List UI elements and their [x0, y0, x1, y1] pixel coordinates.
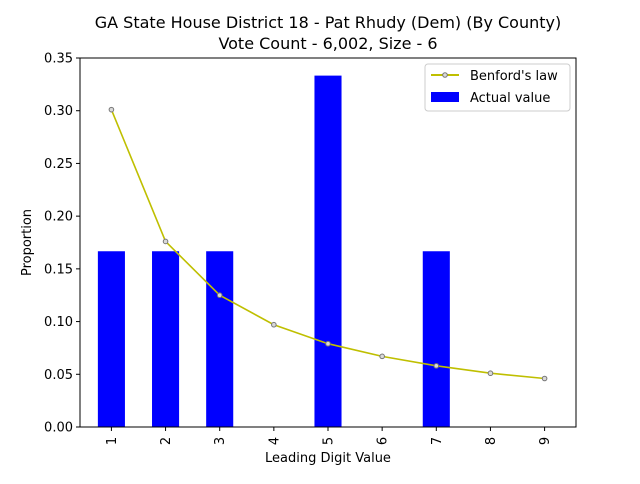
legend: Benford's law Actual value — [424, 63, 571, 112]
legend-actual-swatch — [431, 92, 459, 102]
benford-point-5 — [325, 340, 331, 347]
y-tick-label: 0.20 — [44, 210, 73, 225]
benford-point-1 — [108, 106, 115, 113]
x-tick-label: 5 — [322, 437, 337, 445]
y-tick-label: 0.15 — [44, 262, 73, 277]
benford-point-3 — [216, 292, 223, 299]
y-tick-label: 0.10 — [44, 315, 73, 330]
benford-line-layer — [108, 106, 548, 382]
benford-point-7 — [433, 363, 440, 369]
y-tick-label: 0.35 — [44, 52, 73, 67]
y-tick-label: 0.25 — [44, 157, 73, 172]
bar-digit-2 — [152, 251, 180, 427]
benford-point-9 — [541, 375, 548, 382]
x-tick-label: 2 — [159, 437, 174, 445]
bar-digit-7 — [422, 251, 450, 427]
x-tick-label: 3 — [213, 437, 228, 445]
legend-benford-marker — [442, 72, 448, 78]
x-tick-label: 6 — [376, 437, 391, 445]
legend-benford-label: Benford's law — [470, 69, 558, 84]
x-tick-label: 1 — [105, 437, 120, 445]
y-tick-label: 0.05 — [44, 368, 73, 383]
x-tick-label: 7 — [430, 437, 445, 445]
legend-box — [424, 63, 571, 112]
y-tick-label: 0.30 — [44, 104, 73, 119]
bar-digit-3 — [206, 251, 234, 427]
x-tick-label: 4 — [267, 437, 282, 445]
y-axis-ticks: 0.00 0.05 0.10 0.15 0.20 0.25 0.30 0.35 — [44, 52, 80, 436]
legend-actual-label: Actual value — [470, 91, 550, 106]
benford-point-2 — [162, 238, 169, 245]
benford-point-8 — [487, 370, 494, 377]
bar-digit-1 — [97, 251, 125, 427]
y-axis-label: Proportion — [20, 209, 35, 276]
chart-title: GA State House District 18 - Pat Rhudy (… — [95, 13, 561, 32]
chart-subtitle: Vote Count - 6,002, Size - 6 — [218, 34, 437, 53]
bar-digit-5 — [314, 75, 342, 428]
y-tick-label: 0.00 — [44, 421, 73, 436]
x-axis-ticks: 1 2 3 4 5 6 7 8 9 — [105, 427, 553, 445]
benford-point-6 — [379, 353, 385, 360]
x-axis-label: Leading Digit Value — [265, 451, 391, 466]
bars-layer — [97, 75, 450, 428]
benford-point-4 — [271, 321, 277, 328]
x-tick-label: 8 — [484, 437, 499, 445]
x-tick-label: 9 — [538, 437, 553, 445]
